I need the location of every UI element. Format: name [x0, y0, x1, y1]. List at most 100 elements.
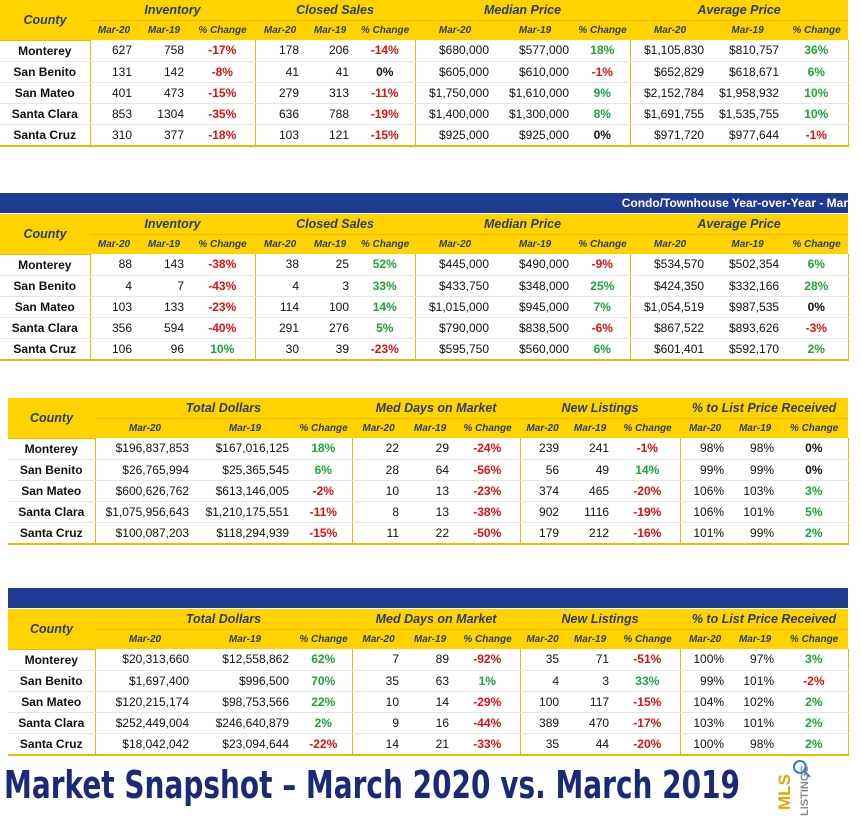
group-header: % to List Price Received — [680, 398, 849, 419]
cell: 3% — [780, 649, 849, 671]
cell: 178 — [255, 40, 306, 62]
cell: 627 — [90, 40, 138, 62]
group-header: Med Days on Market — [352, 609, 521, 630]
cell: 97% — [730, 649, 781, 671]
cell: 6% — [575, 338, 631, 361]
cell: $1,400,000 — [415, 103, 496, 125]
cell: 14% — [355, 296, 416, 318]
cell: 758 — [138, 40, 190, 62]
cell: 70% — [295, 670, 353, 692]
group-header: Inventory — [90, 214, 256, 235]
cell: -2% — [295, 480, 353, 502]
data-row: Monterey 88 143 -38% 38 25 52% $445,000 $490,000… — [0, 254, 849, 276]
county-name: Santa Cruz — [0, 124, 91, 147]
county-header: County — [8, 609, 95, 650]
cell: $118,294,939 — [195, 522, 295, 545]
cell: 38 — [255, 254, 306, 276]
cell: 99% — [730, 459, 781, 481]
column-header: Mar-20 — [630, 20, 711, 40]
cell: 291 — [255, 317, 306, 339]
column-header: % Change — [355, 20, 416, 40]
cell: -17% — [615, 712, 681, 734]
group-header: Closed Sales — [255, 0, 416, 21]
data-row: Santa Cruz 310 377 -18% 103 121 -15% $925,000 $9… — [0, 124, 849, 147]
cell: 100 — [520, 691, 566, 713]
cell: 8% — [575, 103, 631, 125]
county-name: Santa Cruz — [8, 522, 96, 545]
cell: $601,401 — [630, 338, 711, 361]
county-name: San Benito — [8, 459, 96, 481]
cell: $971,720 — [630, 124, 711, 147]
cell: 18% — [295, 438, 353, 460]
cell: 1304 — [138, 103, 190, 125]
cell: 114 — [255, 296, 306, 318]
column-header: % Change — [575, 234, 631, 254]
cell: -38% — [455, 501, 521, 523]
group-header: Average Price — [630, 214, 849, 235]
cell: $925,000 — [495, 124, 576, 147]
column-header: % Change — [355, 234, 416, 254]
cell: 106% — [680, 501, 731, 523]
column-header: % Change — [455, 629, 521, 649]
county-name: San Benito — [0, 275, 91, 297]
data-table: County Total Dollars Med Days on Market New… — [8, 398, 849, 545]
county-name: Santa Clara — [0, 317, 91, 339]
cell: -15% — [190, 82, 256, 104]
cell: $1,691,755 — [630, 103, 711, 125]
cell: 35 — [520, 733, 566, 756]
county-name: San Mateo — [0, 82, 91, 104]
cell: 106% — [680, 480, 731, 502]
cell: 18% — [575, 40, 631, 62]
county-name: Santa Cruz — [8, 733, 96, 756]
county-name: Santa Clara — [8, 501, 96, 523]
cell: 10% — [785, 82, 849, 104]
cell: 25% — [575, 275, 631, 297]
cell: 13 — [405, 501, 456, 523]
cell: 98% — [730, 733, 781, 756]
county-name: Monterey — [0, 40, 91, 62]
data-row: Santa Clara 356 594 -40% 291 276 5% $790,000 $83… — [0, 317, 849, 339]
cell: 276 — [305, 317, 356, 339]
cell: 7% — [575, 296, 631, 318]
column-header: % Change — [295, 629, 353, 649]
cell: -29% — [455, 691, 521, 713]
data-row: Monterey 627 758 -17% 178 206 -14% $680,000 $577… — [0, 40, 849, 62]
logo-icon — [803, 770, 811, 778]
cell: $613,146,005 — [195, 480, 295, 502]
cell: 64 — [405, 459, 456, 481]
cell: $26,765,994 — [95, 459, 195, 481]
cell: 89 — [405, 649, 456, 671]
cell: -33% — [455, 733, 521, 756]
cell: 389 — [520, 712, 566, 734]
cell: 131 — [90, 61, 138, 83]
cell: $810,757 — [710, 40, 786, 62]
cell: 10 — [352, 480, 406, 502]
cell: 103% — [680, 712, 731, 734]
cell: -23% — [455, 480, 521, 502]
data-row: San Mateo 103 133 -23% 114 100 14% $1,015,000 $9… — [0, 296, 849, 318]
cell: $20,313,660 — [95, 649, 195, 671]
county-name: San Mateo — [0, 296, 91, 318]
cell: 33% — [615, 670, 681, 692]
cell: 22 — [405, 522, 456, 545]
cell: -1% — [615, 438, 681, 460]
column-header: Mar-19 — [495, 234, 576, 254]
cell: -14% — [355, 40, 416, 62]
cell: $332,166 — [710, 275, 786, 297]
column-header: % Change — [190, 20, 256, 40]
cell: -1% — [785, 124, 849, 147]
cell: 29 — [405, 438, 456, 460]
cell: 11 — [352, 522, 406, 545]
cell: -50% — [455, 522, 521, 545]
footer-title: Market Snapshot – March 2020 vs. March 2… — [4, 763, 740, 807]
cell: 401 — [90, 82, 138, 104]
cell: 206 — [305, 40, 356, 62]
data-row: Monterey $196,837,853 $167,016,125 18% 22 29-… — [8, 438, 849, 460]
sub-header-row: Mar-20 Mar-19% Change Mar-20 Mar-19% Change… — [8, 629, 849, 649]
cell: $12,558,862 — [195, 649, 295, 671]
cell: 28 — [352, 459, 406, 481]
cell: 239 — [520, 438, 566, 460]
cell: -18% — [190, 124, 256, 147]
cell: 106 — [90, 338, 138, 361]
cell: 103 — [255, 124, 306, 147]
